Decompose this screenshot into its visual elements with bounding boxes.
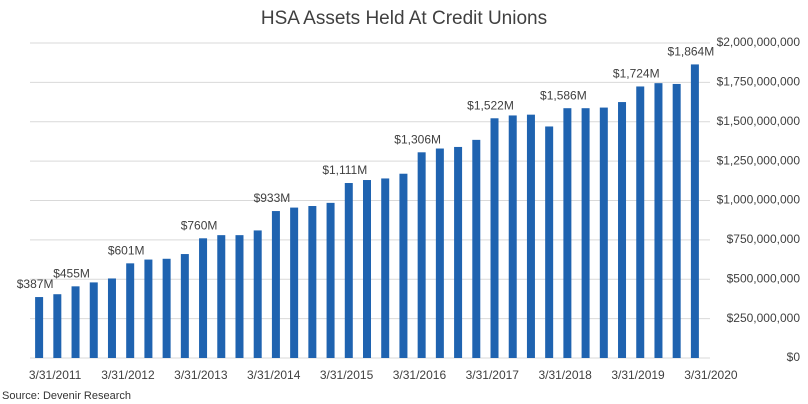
x-tick-label: 3/31/2011: [29, 368, 82, 382]
data-label: $387M: [17, 277, 54, 291]
bar: [654, 83, 663, 358]
y-tick-label: $1,500,000,000: [717, 114, 801, 128]
bar: [435, 148, 444, 358]
bar: [344, 183, 353, 358]
bar: [180, 254, 189, 358]
bar: [235, 235, 244, 358]
y-tick-label: $0: [787, 350, 801, 364]
x-tick-label: 3/31/2015: [320, 368, 374, 382]
y-tick-label: $1,750,000,000: [717, 75, 801, 89]
bar: [162, 258, 171, 358]
data-label: $1,864M: [668, 45, 715, 59]
bar: [253, 230, 262, 358]
bar: [545, 126, 554, 358]
bar: [71, 286, 80, 358]
data-label: $1,586M: [540, 88, 587, 102]
bar: [508, 115, 517, 358]
bar: [690, 64, 699, 359]
data-label: $1,724M: [613, 67, 660, 81]
chart-title: HSA Assets Held At Credit Unions: [261, 8, 547, 29]
bar: [53, 294, 62, 358]
data-label: $601M: [108, 244, 145, 258]
bar: [417, 152, 426, 358]
data-label: $933M: [254, 191, 291, 205]
x-tick-label: 3/31/2020: [684, 368, 738, 382]
bar: [599, 107, 608, 358]
bar: [144, 259, 153, 358]
x-tick-label: 3/31/2016: [393, 368, 447, 382]
x-tick-label: 3/31/2017: [466, 368, 520, 382]
y-tick-label: $1,000,000,000: [717, 193, 801, 207]
x-tick-label: 3/31/2013: [174, 368, 228, 382]
bar: [199, 238, 208, 358]
data-label: $760M: [181, 218, 218, 232]
bar: [326, 202, 335, 358]
bar: [526, 114, 535, 358]
bar: [217, 235, 226, 358]
x-tick-label: 3/31/2018: [538, 368, 592, 382]
bar: [563, 108, 572, 358]
bar: [454, 146, 463, 358]
bar: [107, 278, 116, 358]
y-tick-label: $250,000,000: [727, 311, 801, 325]
data-label: $1,522M: [467, 98, 514, 112]
bar: [381, 178, 390, 358]
bar: [636, 86, 645, 358]
bar: [126, 263, 135, 358]
y-tick-label: $1,250,000,000: [717, 153, 801, 167]
y-tick-label: $2,000,000,000: [717, 35, 801, 49]
x-tick-label: 3/31/2019: [611, 368, 665, 382]
data-label: $1,306M: [394, 132, 441, 146]
data-label: $455M: [53, 267, 90, 281]
bar: [399, 173, 408, 358]
y-tick-label: $500,000,000: [727, 271, 801, 285]
bar: [308, 206, 317, 358]
x-tick-label: 3/31/2012: [101, 368, 155, 382]
data-label: $1,111M: [322, 163, 367, 177]
bar: [672, 83, 681, 358]
bar: [581, 108, 590, 358]
y-tick-label: $750,000,000: [727, 232, 801, 246]
bar: [618, 102, 627, 358]
bar: [35, 297, 44, 358]
bar: [363, 180, 371, 358]
bar: [472, 139, 481, 358]
bar: [271, 211, 280, 358]
bar: [290, 207, 299, 358]
source-note: Source: Devenir Research: [2, 390, 131, 402]
x-tick-label: 3/31/2014: [247, 368, 301, 382]
bar: [490, 118, 499, 358]
bar: [89, 282, 98, 358]
